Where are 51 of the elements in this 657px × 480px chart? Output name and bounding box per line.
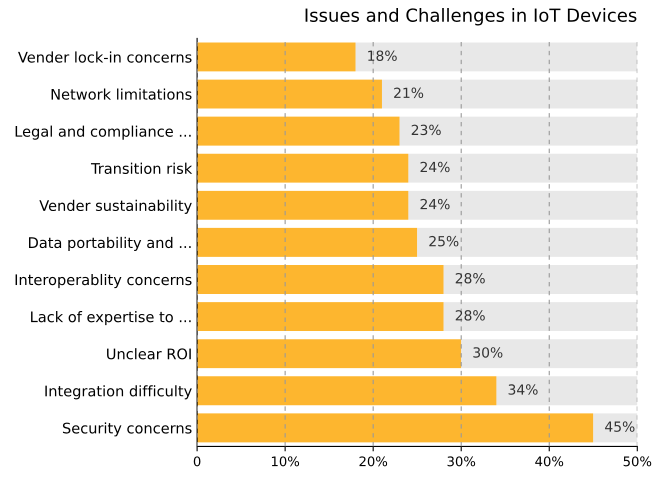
bar <box>400 116 638 146</box>
chart-title: Issues and Challenges in IoT Devices <box>306 8 636 26</box>
bar <box>197 80 382 108</box>
bar <box>197 154 408 183</box>
bar <box>356 42 638 72</box>
bar <box>197 190 408 220</box>
bar <box>197 302 444 332</box>
bar <box>417 228 638 257</box>
data-label: 18% <box>368 50 397 61</box>
y-tick-label: Network limitations <box>52 88 192 100</box>
data-label: 23% <box>412 124 441 136</box>
bar <box>197 339 462 368</box>
bar <box>382 80 638 108</box>
y-tick-label: Lack of expertise to ... <box>31 311 191 326</box>
y-tick-label: Transition risk <box>90 162 192 174</box>
bar <box>197 228 418 257</box>
y-tick-label: Data portability and ... <box>29 236 191 251</box>
bar <box>408 154 638 183</box>
bar <box>197 42 356 72</box>
y-tick-label: Vender lock-in concerns <box>18 51 192 63</box>
y-tick-label: Unclear ROI <box>107 348 191 360</box>
y-tick-label: Vender sustainability <box>39 200 192 214</box>
x-tick-label: 10% <box>272 456 300 466</box>
data-label: 28% <box>456 273 485 284</box>
bar <box>444 302 638 332</box>
y-tick-label: Interoperablity concerns <box>16 274 192 288</box>
x-tick-label: 20% <box>359 456 388 466</box>
data-label: 28% <box>456 310 485 321</box>
bar <box>593 413 638 442</box>
y-tick-label: Security concerns <box>62 422 192 436</box>
y-tick-label: Integration difficulty <box>45 385 192 400</box>
bar <box>496 376 638 406</box>
data-label: 25% <box>429 236 458 246</box>
bar <box>197 116 400 146</box>
bar <box>408 190 638 220</box>
data-label: 34% <box>508 384 538 395</box>
x-tick-label: 0 <box>194 456 200 466</box>
bar <box>197 265 444 294</box>
data-label: 45% <box>605 421 634 432</box>
data-label: 21% <box>394 88 424 98</box>
data-label: 30% <box>473 347 502 358</box>
bar <box>444 265 638 294</box>
data-label: 24% <box>420 162 450 172</box>
x-tick-label: 50% <box>624 456 652 466</box>
x-tick-label: 40% <box>535 456 564 466</box>
bar <box>461 339 638 368</box>
x-tick-label: 30% <box>448 456 476 466</box>
data-label: 24% <box>420 198 450 210</box>
bar <box>197 413 594 442</box>
bar <box>197 376 496 406</box>
y-tick-label: Legal and compliance ... <box>16 126 191 140</box>
